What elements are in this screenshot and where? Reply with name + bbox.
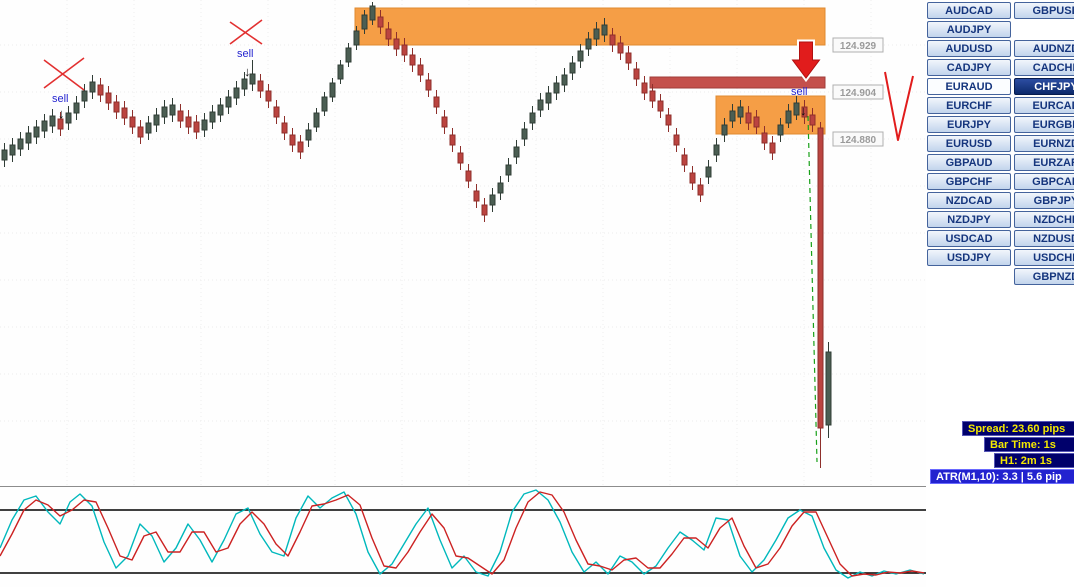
pair-button-eurnzd[interactable]: EURNZD (1014, 135, 1074, 152)
pair-button-gbpaud[interactable]: GBPAUD (927, 154, 1011, 171)
info-row-bar-time: Bar Time: 1s (984, 437, 1074, 452)
pair-button-usdjpy[interactable]: USDJPY (927, 249, 1011, 266)
pair-column-right: GBPUSD AUDNZD CADCHF CHFJPY EURCAD EURGBP EURN… (1014, 0, 1074, 300)
big-down-arrow[interactable] (791, 41, 821, 79)
pair-button-gbpjpy[interactable]: GBPJPY (1014, 192, 1074, 209)
check-mark-drawing[interactable] (884, 71, 914, 141)
pair-button-audnzd[interactable]: AUDNZD (1014, 40, 1074, 57)
chart-panel[interactable]: sell sell sell ↓ ↓ ↓ 124.929 124.904 124.880 (0, 0, 927, 587)
pair-button-nzdusd[interactable]: NZDUSD (1014, 230, 1074, 247)
price-zones (354, 7, 826, 135)
price-label: 124.929 (840, 41, 877, 52)
sell-label: sell (237, 48, 254, 60)
pair-button-usdcad[interactable]: USDCAD (927, 230, 1011, 247)
sell-label: sell (791, 86, 808, 98)
grid (0, 0, 926, 486)
oscillator-line-fast (0, 489, 925, 579)
dashed-trend-line[interactable] (807, 115, 818, 463)
pair-button-eurgbp[interactable]: EURGBP (1014, 116, 1074, 133)
pair-button-gbpchf[interactable]: GBPCHF (927, 173, 1011, 190)
info-panel: Spread: 23.60 pips Bar Time: 1s H1: 2m 1s A… (930, 421, 1074, 485)
pair-button-audcad[interactable]: AUDCAD (927, 2, 1011, 19)
price-label: 124.904 (840, 88, 877, 99)
pair-button-nzdjpy[interactable]: NZDJPY (927, 211, 1011, 228)
pair-button-audusd[interactable]: AUDUSD (927, 40, 1011, 57)
oscillator-line-slow (0, 491, 925, 577)
pair-button-cadjpy[interactable]: CADJPY (927, 59, 1011, 76)
pair-button-nzdcad[interactable]: NZDCAD (927, 192, 1011, 209)
down-arrow-icon: ↓ (244, 64, 251, 79)
down-arrow-icon: ↓ (800, 103, 807, 118)
pair-button-gbpusd[interactable]: GBPUSD (1014, 2, 1074, 19)
symbol-sidebar: AUDCAD AUDJPY AUDUSD CADJPY EURAUD EURCHF EURJ… (926, 0, 1074, 587)
pair-button-audjpy[interactable]: AUDJPY (927, 21, 1011, 38)
x-mark-drawings[interactable] (43, 19, 263, 91)
pair-button-eurjpy[interactable]: EURJPY (927, 116, 1011, 133)
pair-button-gbpcad[interactable]: GBPCAD (1014, 173, 1074, 190)
pair-button-eurcad[interactable]: EURCAD (1014, 97, 1074, 114)
sell-label: sell (52, 93, 69, 105)
stochastic-indicator (0, 489, 926, 579)
down-arrow-icon: ↓ (58, 106, 65, 121)
price-label: 124.880 (840, 135, 877, 146)
pair-button-chfjpy[interactable]: CHFJPY (1014, 78, 1074, 95)
info-row-h1: H1: 2m 1s (994, 453, 1074, 468)
pair-button-eurusd[interactable]: EURUSD (927, 135, 1011, 152)
pair-button-eurzar[interactable]: EURZAR (1014, 154, 1074, 171)
pair-column-left: AUDCAD AUDJPY AUDUSD CADJPY EURAUD EURCHF EURJ… (927, 0, 1013, 300)
candles (1, 2, 832, 468)
pair-button-gbpnzd[interactable]: GBPNZD (1014, 268, 1074, 285)
price-labels: 124.929 124.904 124.880 (832, 37, 884, 147)
pair-button-nzdchf[interactable]: NZDCHF (1014, 211, 1074, 228)
info-row-spread: Spread: 23.60 pips (962, 421, 1074, 436)
info-row-atr-m1-10-: ATR(M1,10): 3.3 | 5.6 pip (930, 469, 1074, 484)
pair-button-cadchf[interactable]: CADCHF (1014, 59, 1074, 76)
pair-button-eurchf[interactable]: EURCHF (927, 97, 1011, 114)
pair-button-euraud[interactable]: EURAUD (927, 78, 1011, 95)
pair-button-usdchf[interactable]: USDCHF (1014, 249, 1074, 266)
